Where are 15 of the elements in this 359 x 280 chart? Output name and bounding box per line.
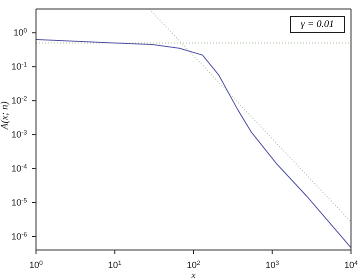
y-tick-label: 10$^{-4}$ — [11, 163, 28, 174]
x-tick-label: 10$^{0}$ — [29, 260, 44, 270]
y-tick-label: 10$^{-2}$ — [11, 95, 28, 106]
y-tick-label: 10$^{0}$ — [13, 27, 28, 38]
annotation: γ = 0.01 — [290, 16, 345, 33]
y-tick-label: 10$^{-3}$ — [11, 129, 28, 140]
x-tick-label: 10$^{3}$ — [265, 260, 280, 270]
x-tick-label: 10$^{4}$ — [344, 260, 358, 270]
y-tick-label: 10$^{-6}$ — [11, 230, 28, 242]
x-axis-title: x — [190, 270, 196, 280]
y-axis-title: A(x; n) — [0, 100, 11, 130]
y-tick-label: 10$^{-1}$ — [11, 61, 28, 72]
x-tick-label: 10$^{1}$ — [108, 260, 122, 270]
x-tick-label: 10$^{2}$ — [186, 260, 201, 270]
y-tick-label: 10$^{-5}$ — [11, 197, 28, 208]
